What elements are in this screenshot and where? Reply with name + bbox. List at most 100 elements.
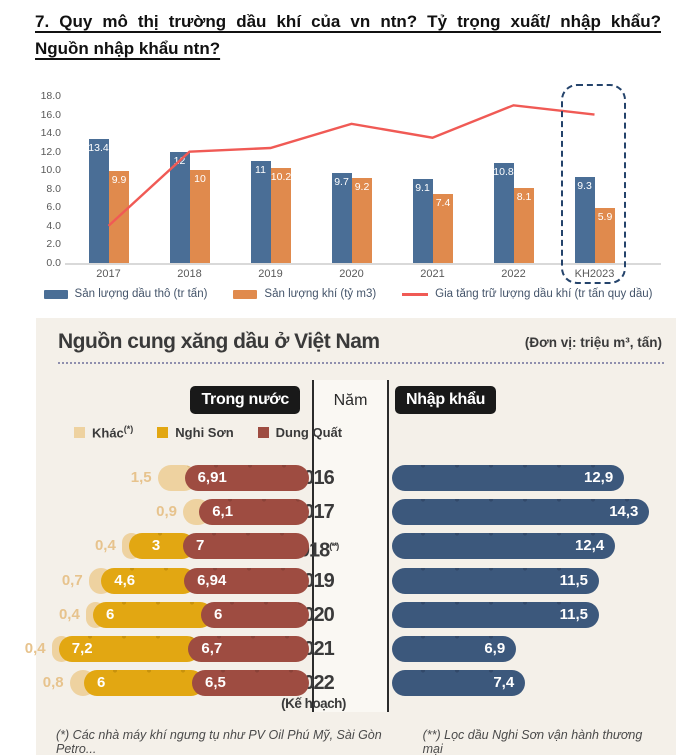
gas-output-bar-value: 10.2 (270, 171, 292, 184)
crude-oil-bar-value: 9.1 (415, 181, 430, 194)
year-column-header: Năm (333, 392, 368, 409)
divider-right (387, 380, 389, 712)
y-axis-tick: 18.0 (40, 90, 61, 102)
legend-item: Gia tăng trữ lượng dầu khí (tr tấn quy d… (402, 288, 652, 300)
nghi-son-segment (84, 670, 204, 697)
dung-quat-segment-value: 6,1 (212, 503, 234, 521)
domestic-legend-swatch (74, 426, 85, 438)
gas-output-bar-value: 9.2 (354, 180, 370, 193)
khac-value-label: 0,7 (61, 571, 83, 589)
y-axis-tick: 16.0 (40, 108, 61, 121)
crude-oil-bar-value: 13.4 (88, 141, 109, 154)
y-axis-tick: 12.0 (40, 145, 61, 158)
footnotes: (*) Các nhà máy khí ngưng tụ như PV Oil … (56, 728, 664, 755)
domestic-group-badge: Trong nước (190, 386, 300, 414)
nghi-son-segment (101, 567, 197, 594)
import-value-label: 6,9 (484, 640, 506, 657)
legend-item: Sản lượng dầu thô (tr tấn) (43, 288, 208, 300)
import-bar (392, 499, 650, 526)
khac-value-label: 1,5 (130, 469, 152, 486)
x-axis-label: 2019 (258, 268, 283, 280)
legend-line-swatch (402, 292, 429, 296)
gas-output-bar (352, 177, 372, 263)
khac-value-label: 0,4 (24, 640, 46, 657)
reserve-growth-polyline (107, 104, 595, 227)
import-value-label: 7,4 (493, 674, 515, 692)
document-title: 7. Quy mô thị trường dầu khí của vn ntn?… (35, 8, 661, 62)
panel-title: Nguồn cung xăng dầu ở Việt Nam (58, 330, 380, 353)
gas-output-bar (190, 170, 210, 263)
gas-output-bar-value: 8.1 (516, 190, 532, 203)
domestic-legend-item: Nghi Sơn (157, 424, 234, 440)
y-axis-tick: 2.0 (46, 238, 61, 251)
import-bar (392, 670, 526, 697)
import-bar (392, 533, 616, 560)
year-sublabel: (Kế hoạch) (281, 696, 346, 712)
dung-quat-segment (184, 567, 309, 594)
year-column-background (314, 380, 387, 712)
gas-output-bar-value: 9.9 (111, 174, 127, 187)
domestic-legend-label: Khác(*) (92, 424, 134, 441)
domestic-legend-label: Nghi Sơn (175, 424, 234, 440)
x-axis-label: 2020 (339, 268, 364, 280)
x-axis-label: KH2023 (574, 268, 615, 280)
panel-unit-note: (Đơn vị: triệu m³, tấn) (524, 335, 662, 350)
crude-oil-bar-value: 10.8 (493, 165, 514, 178)
import-value-label: 11,5 (559, 571, 588, 589)
dung-quat-segment (184, 465, 309, 491)
y-axis-tick: 4.0 (46, 219, 61, 232)
domestic-legend-label: Dung Quất (275, 424, 343, 440)
import-bar (392, 601, 599, 628)
crude-oil-bar-value: 11 (255, 163, 266, 176)
gas-output-bar (514, 187, 534, 263)
import-group-badge: Nhập khẩu (395, 386, 497, 414)
crude-oil-bar (88, 138, 109, 263)
y-axis-tick: 14.0 (40, 127, 61, 140)
import-value-label: 12,4 (574, 537, 605, 555)
import-value-label: 14,3 (609, 503, 639, 521)
gas-output-bar-value: 5.9 (597, 211, 613, 224)
crude-oil-bar (493, 162, 514, 263)
dung-quat-segment-value: 6 (214, 605, 223, 623)
x-axis-line (65, 263, 661, 265)
dung-quat-segment-value: 6,94 (197, 571, 227, 589)
crude-oil-bar (169, 151, 190, 263)
domestic-legend-item: Khác(*) (74, 424, 133, 440)
document-title-line2: Nguồn nhập khẩu ntn? (35, 39, 221, 58)
import-value-label: 12,9 (583, 469, 614, 486)
gas-output-bar (271, 168, 291, 263)
dung-quat-segment-value: 7 (196, 537, 205, 555)
khac-value-label: 0,4 (58, 605, 80, 623)
crude-oil-bar (250, 160, 271, 263)
supply-sources-panel: Nguồn cung xăng dầu ở Việt Nam (Đơn vị: … (25, 318, 676, 755)
crude-oil-bar (574, 176, 595, 263)
nghi-son-segment (58, 636, 201, 662)
divider-left (312, 380, 314, 712)
y-axis-tick: 10.0 (40, 164, 61, 177)
y-axis-tick: 8.0 (46, 182, 61, 195)
domestic-legend-swatch (257, 426, 269, 438)
dung-quat-segment (183, 533, 309, 560)
legend-label: Sản lượng dầu thô (tr tấn) (74, 288, 208, 300)
dung-quat-segment (188, 636, 309, 662)
nghi-son-segment-value: 3 (151, 537, 161, 555)
gas-output-bar (433, 194, 453, 263)
nghi-son-segment-value: 4,6 (114, 571, 136, 589)
footnote-right: (**) Lọc dầu Nghi Sơn vận hành thương mạ… (422, 728, 643, 755)
legend-label: Sản lượng khí (tỷ m3) (264, 288, 377, 300)
x-axis-label: 2021 (420, 268, 445, 280)
crude-oil-bar (331, 173, 352, 263)
crude-oil-bar (412, 178, 433, 263)
nghi-son-segment-value: 6 (106, 605, 115, 623)
dotted-separator (58, 362, 664, 364)
x-axis-label: 2018 (177, 268, 202, 280)
gas-output-bar-value: 7.4 (435, 197, 451, 210)
legend-label: Gia tăng trữ lượng dầu khí (tr tấn quy d… (435, 288, 653, 300)
dung-quat-segment-value: 6,91 (197, 469, 227, 486)
top-chart-legend: Sản lượng dầu thô (tr tấn) Sản lượng khí … (35, 288, 661, 300)
gas-output-bar (595, 208, 615, 263)
legend-swatch (43, 289, 68, 299)
import-bar (392, 636, 517, 662)
y-axis-tick: 0.0 (46, 257, 61, 269)
